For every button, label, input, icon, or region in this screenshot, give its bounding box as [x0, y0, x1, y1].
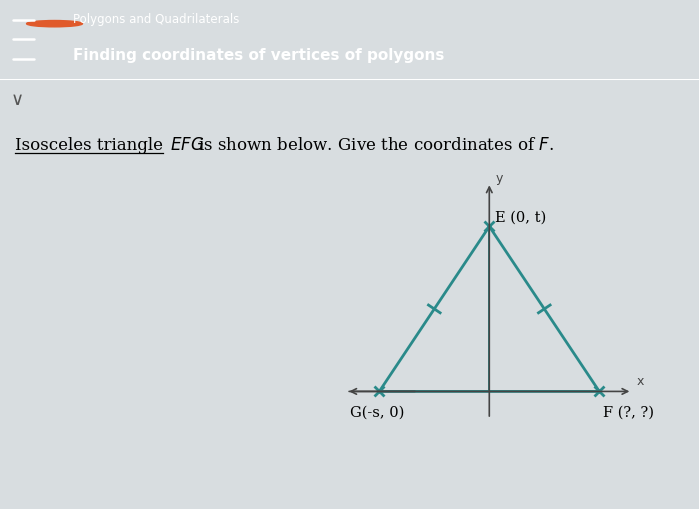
Text: F (?, ?): F (?, ?) — [603, 406, 654, 419]
Text: Polygons and Quadrilaterals: Polygons and Quadrilaterals — [73, 13, 240, 26]
Circle shape — [27, 20, 82, 27]
Text: x: x — [636, 375, 644, 388]
Text: G(-s, 0): G(-s, 0) — [350, 406, 405, 419]
Text: Finding coordinates of vertices of polygons: Finding coordinates of vertices of polyg… — [73, 48, 445, 63]
Text: ∨: ∨ — [11, 91, 24, 109]
Text: y: y — [496, 172, 503, 185]
Text: $EFG$: $EFG$ — [165, 136, 204, 154]
Text: is shown below. Give the coordinates of $F$.: is shown below. Give the coordinates of … — [193, 136, 554, 154]
Text: E (0, t): E (0, t) — [496, 210, 547, 224]
Text: Isosceles triangle: Isosceles triangle — [15, 136, 163, 154]
